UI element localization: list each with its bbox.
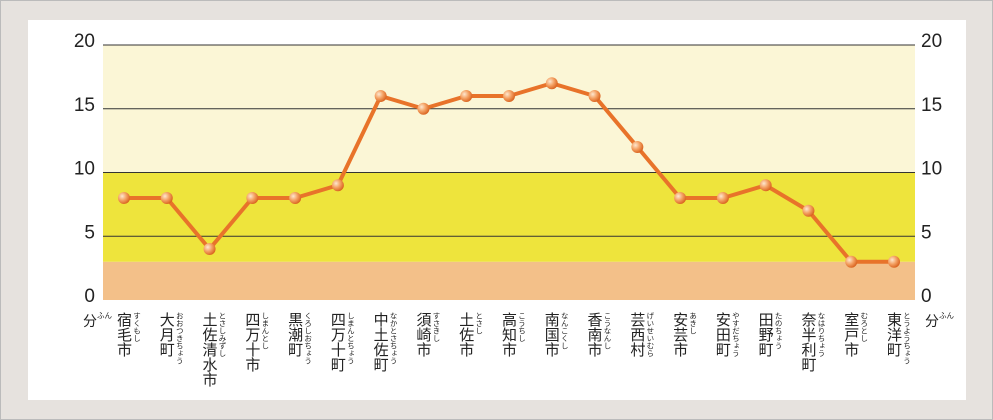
y-unit-right: 分 <box>925 314 939 330</box>
x-tick-label: 安芸市 <box>671 312 689 357</box>
x-tick-reading: すくもし <box>133 312 142 343</box>
point <box>631 141 644 153</box>
y-unit-reading-right: ふん <box>939 311 954 320</box>
x-tick-reading: おおつきちょう <box>175 312 184 365</box>
x-tick-label: 高知市 <box>500 312 518 357</box>
x-tick-reading: なはりちょう <box>817 312 826 358</box>
x-tick-reading: しまんとちょう <box>346 312 355 365</box>
x-tick-reading: こうなんし <box>603 312 612 350</box>
point <box>331 179 344 192</box>
y-tick-label: 15 <box>74 95 95 116</box>
x-tick-reading: たのちょう <box>774 312 783 350</box>
point <box>289 192 302 204</box>
point <box>759 179 772 192</box>
y2-tick-label: 10 <box>921 159 942 180</box>
x-tick-label: 安田町 <box>714 312 732 357</box>
y-tick-label: 20 <box>74 31 95 52</box>
x-tick-label: 田野町 <box>757 312 775 357</box>
x-tick-reading: なんこくし <box>560 312 569 350</box>
point <box>374 90 387 102</box>
x-tick-reading: とさしみずし <box>218 312 227 358</box>
x-tick-label: 須崎市 <box>414 312 432 357</box>
point <box>246 192 259 204</box>
x-tick-label: 大月町 <box>158 312 176 357</box>
point <box>203 243 216 255</box>
point <box>716 192 729 204</box>
x-tick-label: 土佐市 <box>457 312 475 357</box>
y2-tick-label: 15 <box>921 95 942 116</box>
x-tick-label: 室戸市 <box>842 312 860 357</box>
y2-tick-label: 0 <box>921 286 932 307</box>
point <box>417 102 430 115</box>
x-tick-label: 香南市 <box>586 312 604 357</box>
x-tick-label: 南国市 <box>543 312 561 357</box>
x-tick-label: 奈半利町 <box>799 312 817 372</box>
x-tick-label: 土佐清水市 <box>201 312 219 387</box>
x-tick-reading: なかとさちょう <box>389 312 398 365</box>
x-tick-reading: すさきし <box>432 312 441 343</box>
point <box>545 77 558 90</box>
x-tick-label: 四万十市 <box>243 312 261 372</box>
y2-tick-label: 5 <box>921 222 932 243</box>
band <box>103 261 915 300</box>
x-tick-reading: とさし <box>475 312 484 335</box>
x-tick-reading: むろとし <box>860 312 869 343</box>
x-tick-label: 中土佐町 <box>372 312 390 372</box>
x-tick-reading: あきし <box>689 312 698 335</box>
point <box>888 255 900 268</box>
point <box>802 204 815 217</box>
band <box>103 172 915 262</box>
x-tick-label: 東洋町 <box>885 312 903 357</box>
x-tick-reading: こうちし <box>518 312 527 342</box>
y-tick-label: 5 <box>84 222 95 243</box>
x-tick-reading: くろしおちょう <box>303 312 312 365</box>
y2-tick-label: 20 <box>921 31 942 52</box>
x-tick-label: 四万十町 <box>329 312 347 372</box>
x-tick-label: 黒潮町 <box>286 312 304 357</box>
point <box>588 90 601 102</box>
y-tick-label: 0 <box>84 286 95 307</box>
point <box>118 192 130 204</box>
y-tick-label: 10 <box>74 159 95 180</box>
x-tick-label: 芸西村 <box>628 312 646 357</box>
x-tick-reading: やすだちょう <box>731 312 740 358</box>
point <box>503 90 515 102</box>
y-unit-reading-left: ふん <box>97 311 112 320</box>
point <box>674 192 687 204</box>
point <box>160 192 173 204</box>
point <box>460 90 473 102</box>
x-tick-label: 宿毛市 <box>115 312 133 357</box>
point <box>845 255 858 268</box>
x-tick-reading: げいせいむら <box>646 312 655 358</box>
x-tick-reading: しまんとし <box>261 312 270 350</box>
y-unit-left: 分 <box>83 314 97 330</box>
x-tick-reading: とうようちょう <box>903 312 912 365</box>
